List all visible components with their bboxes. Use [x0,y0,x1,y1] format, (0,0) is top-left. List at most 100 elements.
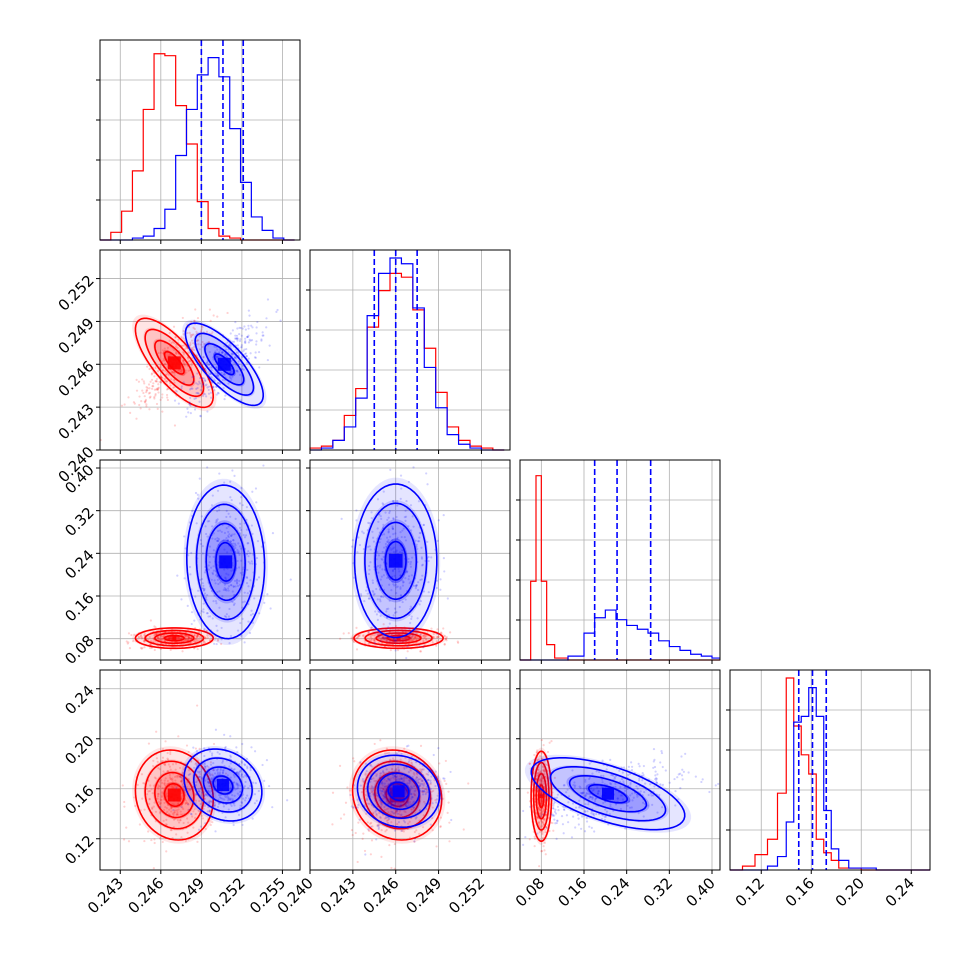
blue-scatter-point [223,373,226,376]
blue-scatter-point [208,350,211,354]
red-scatter-point [187,357,190,360]
blue-scatter-point [394,775,398,779]
blue-scatter-point [203,377,206,380]
blue-scatter-point [238,373,242,376]
blue-scatter-point [393,574,396,577]
blue-scatter-point [396,775,399,778]
red-scatter-point [414,635,417,638]
blue-scatter-point [216,771,220,774]
blue-scatter-point [572,784,575,787]
red-scatter-point [391,761,394,764]
red-scatter-point [421,786,424,790]
blue-scatter-point [436,775,439,778]
blue-scatter-point [211,494,214,497]
blue-scatter-point [357,803,360,807]
blue-scatter-point [231,352,234,356]
blue-scatter-point [389,468,392,471]
red-scatter-point [387,811,390,814]
blue-scatter-point [235,782,238,785]
blue-scatter-point [395,752,398,755]
red-scatter-point [542,809,545,813]
blue-scatter-point [578,799,581,802]
red-scatter-point [538,830,541,834]
blue-scatter-point [567,795,571,798]
red-scatter-point [415,829,418,832]
blue-scatter-point [425,788,428,791]
red-scatter-point [160,794,164,797]
blue-scatter-point [392,517,395,520]
blue-scatter-point [605,768,608,771]
red-scatter-point [536,816,539,819]
blue-scatter-point [230,352,233,355]
blue-scatter-point [250,560,253,563]
blue-scatter-point [628,806,632,809]
blue-scatter-point [202,355,205,358]
red-scatter-point [552,829,555,832]
blue-scatter-point [411,764,414,767]
red-scatter-point [170,370,174,373]
red-scatter-point [148,798,151,801]
red-scatter-point [208,810,211,814]
red-scatter-point [190,346,194,350]
red-scatter-point [178,775,181,778]
blue-scatter-point [409,780,412,783]
blue-scatter-point [425,807,428,810]
blue-scatter-point [391,810,394,813]
blue-scatter-point [635,785,638,788]
red-scatter-point [186,639,189,642]
blue-scatter-point [392,812,396,815]
blue-scatter-point [396,536,399,539]
blue-scatter-point [427,802,431,805]
red-scatter-point [379,772,382,775]
red-scatter-point [157,391,160,394]
red-scatter-point [370,785,373,788]
red-scatter-point [382,623,385,626]
blue-scatter-point [421,563,424,566]
blue-scatter-point [236,582,239,585]
blue-scatter-point [175,390,178,393]
red-scatter-point [196,635,199,638]
blue-scatter-point [240,559,243,562]
red-scatter-point [548,829,551,833]
red-scatter-point [193,640,196,643]
blue-scatter-point [368,545,371,548]
red-scatter-point [178,774,181,778]
blue-scatter-point [247,324,250,327]
red-scatter-point [436,636,439,639]
blue-scatter-point [603,818,607,821]
blue-scatter-point [391,569,395,572]
red-scatter-point [141,797,144,800]
red-scatter-point [184,638,187,641]
blue-scatter-point [567,801,570,804]
red-scatter-point [151,764,155,768]
blue-scatter-point [410,755,413,758]
red-scatter-point [369,853,372,856]
blue-scatter-point [573,781,576,784]
blue-scatter-point [352,798,355,801]
blue-scatter-point [365,770,368,773]
blue-scatter-point [206,410,209,413]
blue-scatter-point [226,587,230,590]
blue-scatter-point [404,804,408,807]
blue-scatter-point [393,802,397,805]
red-scatter-point [419,650,423,653]
blue-scatter-point [194,491,198,495]
blue-scatter-point [383,782,386,785]
red-scatter-point [412,638,415,642]
blue-scatter-point [574,826,577,829]
red-scatter-point [174,345,178,348]
red-scatter-point [127,632,131,635]
red-scatter-point [381,784,384,787]
blue-scatter-point [216,751,219,754]
blue-scatter-point [226,341,229,344]
blue-scatter-point [387,778,390,781]
blue-scatter-point [389,790,392,794]
blue-scatter-point [199,415,202,418]
red-scatter-point [195,643,198,646]
blue-scatter-point [202,608,205,611]
blue-scatter-point [382,526,385,529]
red-scatter-point [446,811,449,815]
red-scatter-point [535,811,538,814]
blue-scatter-point [413,840,416,843]
red-scatter-point [192,826,195,829]
